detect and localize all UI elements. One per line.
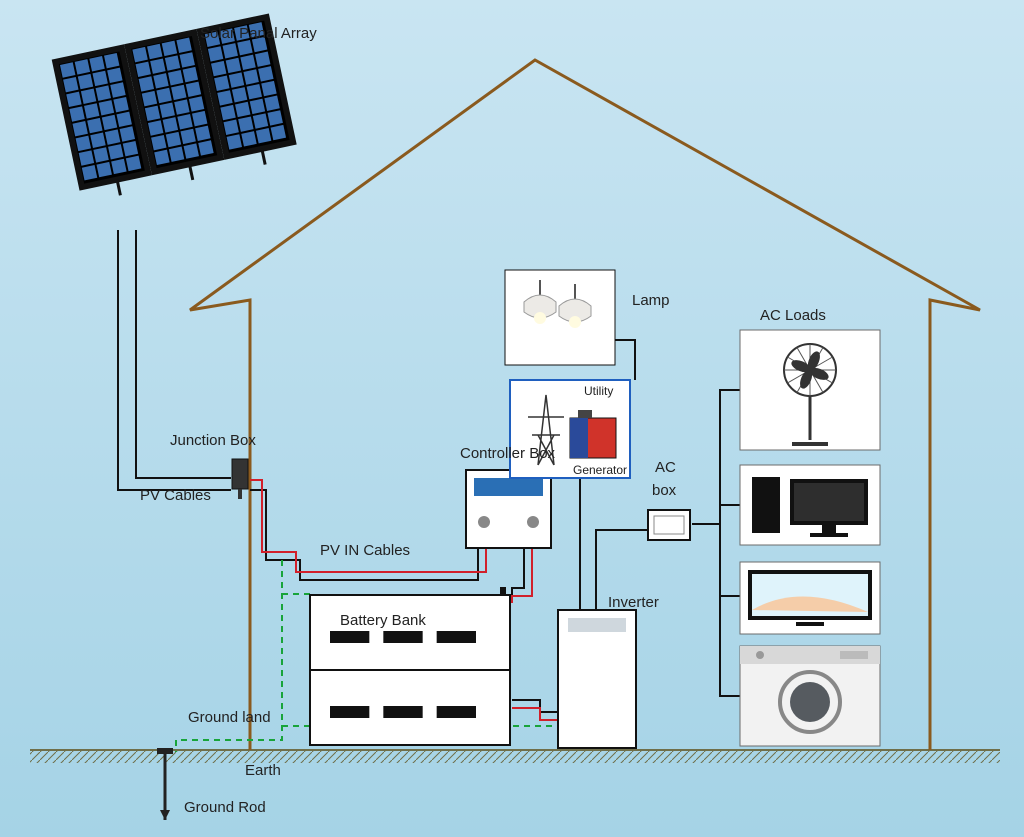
controller-box-icon <box>466 470 551 548</box>
ac-loads-icons <box>740 330 880 746</box>
label-ac-loads: AC Loads <box>760 307 826 324</box>
diagram-stage: Solar Panal Array Junction Box PV Cables… <box>0 0 1024 837</box>
label-battery-bank: Battery Bank <box>340 612 426 629</box>
label-inverter: Inverter <box>608 594 659 611</box>
inverter-icon <box>558 610 636 748</box>
ac-box-icon <box>648 510 690 540</box>
label-ground-land: Ground land <box>188 709 271 726</box>
label-generator: Generator <box>573 463 627 477</box>
label-controller-box: Controller Box <box>460 445 556 462</box>
label-junction-box: Junction Box <box>170 432 256 449</box>
label-ground-rod: Ground Rod <box>184 799 266 816</box>
battery-bank-icon <box>310 587 510 745</box>
label-ac-box: box <box>652 482 677 499</box>
label-lamp: Lamp <box>632 292 670 309</box>
label-pv-in-cables: PV IN Cables <box>320 542 410 559</box>
label-earth: Earth <box>245 762 281 779</box>
lamp-icon <box>505 270 615 365</box>
label-utility: Utility <box>584 384 613 398</box>
label-pv-cables: PV Cables <box>140 487 211 504</box>
diagram-svg: Solar Panal Array Junction Box PV Cables… <box>0 0 1024 837</box>
label-ac: AC <box>655 459 676 476</box>
label-solar-panel: Solar Panal Array <box>200 25 317 42</box>
